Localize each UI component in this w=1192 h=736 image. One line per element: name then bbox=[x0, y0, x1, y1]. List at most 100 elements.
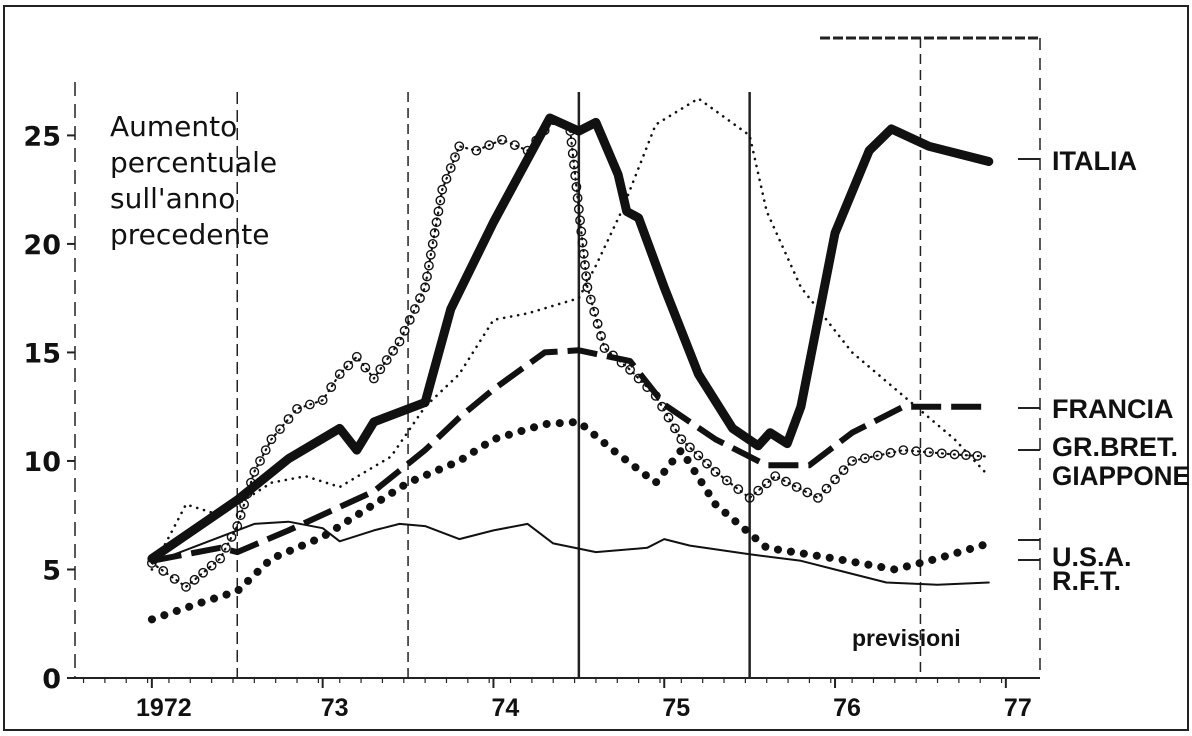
series-ring-marker bbox=[571, 181, 582, 192]
series-ring-marker bbox=[158, 566, 169, 576]
forecast-annotation: previsioni bbox=[852, 625, 961, 651]
series-ring-marker bbox=[255, 456, 265, 466]
series-ring-marker bbox=[770, 471, 781, 482]
series-ring-marker bbox=[813, 492, 823, 503]
y-axis-label-line: precedente bbox=[110, 218, 269, 251]
series-ring-marker bbox=[830, 474, 840, 485]
y-tick-label: 20 bbox=[23, 230, 61, 261]
series-ring-marker bbox=[663, 412, 674, 423]
series-ring-marker bbox=[936, 448, 947, 459]
y-tick-label: 15 bbox=[23, 338, 61, 369]
series-ring-marker bbox=[573, 204, 584, 215]
series-ring-marker bbox=[239, 499, 249, 510]
series-ring-marker bbox=[375, 364, 386, 375]
series-ring-marker bbox=[753, 485, 764, 496]
series-ring-marker bbox=[924, 447, 934, 458]
series-ring-marker bbox=[872, 450, 883, 461]
series-ring-marker bbox=[450, 152, 460, 163]
series-ring-marker bbox=[388, 345, 399, 356]
series-ring-marker bbox=[220, 542, 231, 553]
series-ring-marker bbox=[838, 465, 849, 476]
series-ring-marker bbox=[589, 306, 600, 317]
series-ring-marker bbox=[539, 125, 550, 136]
series-line-u-s-a bbox=[147, 417, 993, 624]
series-ring-marker bbox=[206, 560, 217, 571]
series-ring-marker bbox=[445, 163, 456, 173]
series-ring-marker bbox=[422, 271, 432, 282]
series-ring-marker bbox=[531, 135, 542, 146]
x-tick-label: 77 bbox=[1004, 694, 1032, 722]
series-ring-marker bbox=[898, 445, 909, 456]
series-line-italia bbox=[147, 113, 994, 564]
series-ring-marker bbox=[343, 360, 354, 371]
series-line-r-f-t bbox=[150, 520, 990, 586]
series-ring-marker bbox=[576, 226, 587, 237]
series-ring-marker bbox=[198, 567, 208, 578]
series-ring-marker bbox=[424, 260, 434, 271]
series-ring-marker bbox=[684, 442, 695, 453]
series-ring-marker bbox=[592, 318, 603, 329]
series-group bbox=[146, 97, 994, 624]
series-ring-marker bbox=[409, 304, 420, 314]
series-ring-marker bbox=[381, 355, 392, 365]
series-ring-marker bbox=[670, 423, 680, 434]
series-ring-marker bbox=[821, 483, 832, 494]
series-ring-marker bbox=[266, 434, 277, 445]
series-ring-marker bbox=[334, 369, 345, 380]
series-ring-marker bbox=[368, 373, 379, 384]
series-ring-marker bbox=[484, 140, 495, 151]
series-ring-marker bbox=[581, 271, 592, 282]
series-ring-marker bbox=[744, 492, 755, 503]
series-ring-marker bbox=[351, 351, 362, 362]
series-ring-marker bbox=[189, 574, 200, 585]
series-ring-marker bbox=[304, 399, 315, 410]
series-label-italia: ITALIA bbox=[1052, 146, 1137, 176]
series-labels: ITALIA FRANCIA GR.BRET.GIAPPONE U.S.A.R.F.T… bbox=[1018, 146, 1190, 596]
series-ring-marker bbox=[781, 476, 791, 487]
series-ring-marker bbox=[360, 362, 371, 373]
series-ring-marker bbox=[249, 466, 260, 477]
series-label-u-s-a: U.S.A. bbox=[1052, 542, 1132, 572]
series-ring-marker bbox=[431, 217, 442, 228]
series-ring-marker bbox=[578, 248, 589, 259]
x-tick-label: 76 bbox=[833, 694, 861, 722]
series-ring-marker bbox=[471, 145, 482, 156]
y-tick-label: 5 bbox=[42, 555, 61, 586]
series-ring-marker bbox=[454, 141, 465, 152]
series-ring-marker bbox=[425, 249, 436, 260]
series-ring-marker bbox=[565, 126, 576, 136]
series-label-giappone: GIAPPONE bbox=[1052, 461, 1190, 491]
y-tick-label: 10 bbox=[23, 447, 61, 478]
series-ring-marker bbox=[633, 373, 644, 384]
series-ring-marker bbox=[860, 453, 870, 464]
series-ring-marker bbox=[625, 364, 635, 375]
series-ring-marker bbox=[676, 434, 687, 445]
series-ring-marker bbox=[404, 314, 415, 325]
series-ring-marker bbox=[169, 573, 180, 584]
series-ring-marker bbox=[616, 357, 627, 368]
series-line-giappone bbox=[150, 97, 991, 571]
series-ring-marker bbox=[580, 260, 590, 270]
series-ring-marker bbox=[283, 414, 294, 424]
series-ring-marker bbox=[420, 282, 431, 293]
series-ring-marker bbox=[317, 395, 328, 406]
series-ring-marker bbox=[570, 170, 581, 181]
series-ring-marker bbox=[292, 403, 302, 414]
series-ring-marker bbox=[577, 237, 588, 248]
series-ring-marker bbox=[441, 173, 452, 184]
series-ring-marker bbox=[433, 206, 444, 217]
y-tick-label: 25 bbox=[23, 121, 61, 152]
series-ring-marker bbox=[802, 487, 813, 498]
series-ring-marker bbox=[575, 215, 585, 226]
series-ring-marker bbox=[572, 193, 583, 203]
series-ring-marker bbox=[657, 401, 668, 412]
series-line-gr-bret bbox=[150, 119, 990, 588]
axes: 0 5 10 15 20 25 1972 73 74 75 76 77 bbox=[3, 5, 1189, 731]
x-tick-label: 74 bbox=[492, 694, 520, 722]
x-tick-label: 1972 bbox=[136, 694, 192, 722]
series-ring-marker bbox=[326, 382, 337, 393]
series-ring-marker bbox=[721, 475, 732, 486]
x-tick-label: 75 bbox=[662, 694, 690, 722]
